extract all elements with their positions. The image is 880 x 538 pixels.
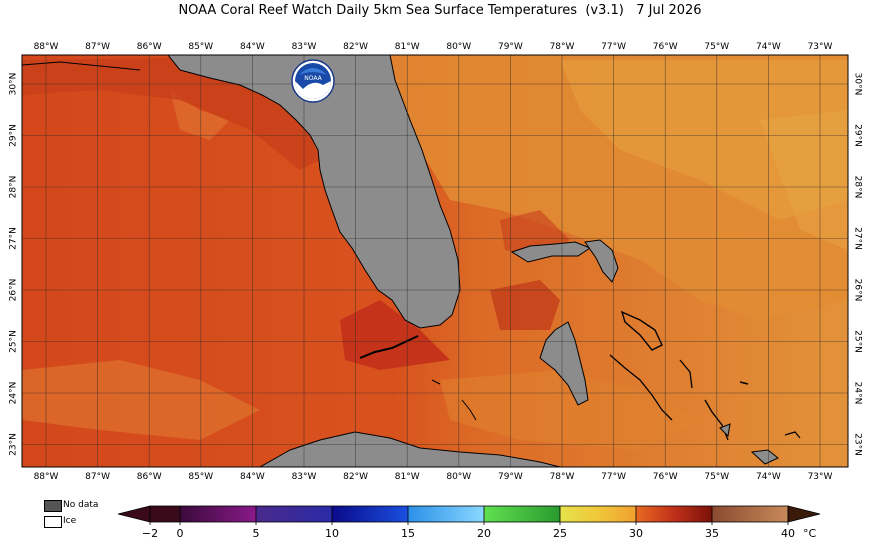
colorbar-tick-label: 20 [477, 527, 491, 538]
colorbar-segment [560, 506, 636, 522]
lat-labels-right: 30°N 29°N 28°N 27°N 26°N 25°N 24°N 23°N [853, 73, 863, 456]
lat-label: 28°N [9, 176, 19, 199]
lat-label: 25°N [853, 330, 863, 353]
lon-label: 73°W [808, 472, 833, 482]
colorbar-unit: °C [803, 527, 817, 538]
lon-label: 73°W [808, 42, 833, 52]
colorbar-tick-label: 5 [253, 527, 260, 538]
colorbar-segment [180, 506, 256, 522]
lat-label: 25°N [9, 330, 19, 353]
lon-label: 82°W [343, 472, 368, 482]
no-data-label: No data [63, 500, 99, 510]
lon-label: 79°W [498, 472, 523, 482]
lon-label: 78°W [550, 472, 575, 482]
lat-label: 29°N [9, 124, 19, 147]
lat-label: 23°N [9, 433, 19, 456]
lat-labels-left: 30°N 29°N 28°N 27°N 26°N 25°N 24°N 23°N [9, 73, 19, 456]
lon-label: 77°W [601, 42, 626, 52]
lon-label: 77°W [601, 472, 626, 482]
ice-label: Ice [63, 516, 77, 526]
colorbar-tick-label: 35 [705, 527, 719, 538]
cuba-land [258, 431, 561, 467]
lat-label: 28°N [853, 176, 863, 199]
lon-label: 84°W [240, 42, 265, 52]
lon-label: 88°W [34, 472, 59, 482]
lon-label: 75°W [704, 472, 729, 482]
lat-label: 24°N [9, 382, 19, 405]
lon-label: 74°W [756, 472, 781, 482]
lon-label: 78°W [550, 42, 575, 52]
colorbar-segment [636, 506, 712, 522]
colorbar-segment [712, 506, 788, 522]
colorbar-tick-label: −2 [142, 527, 158, 538]
lon-label: 74°W [756, 42, 781, 52]
lon-labels-bottom: 88°W 87°W 86°W 85°W 84°W 83°W 82°W 81°W 80°W 79°W… [34, 472, 833, 482]
colorbar-segment [484, 506, 560, 522]
lon-label: 85°W [188, 42, 213, 52]
lon-label: 79°W [498, 42, 523, 52]
colorbar-segment [150, 506, 180, 522]
lat-label: 26°N [853, 279, 863, 302]
lon-label: 86°W [137, 472, 162, 482]
land-mass [22, 55, 801, 467]
lon-label: 80°W [446, 42, 471, 52]
svg-text:NOAA: NOAA [304, 75, 322, 82]
lon-label: 83°W [292, 42, 317, 52]
colorbar-max-extend [787, 505, 821, 523]
lon-label: 84°W [240, 472, 265, 482]
lat-label: 26°N [9, 279, 19, 302]
lat-label: 27°N [853, 227, 863, 250]
lat-label: 24°N [853, 382, 863, 405]
lat-label: 27°N [9, 227, 19, 250]
lon-label: 86°W [137, 42, 162, 52]
lon-label: 87°W [85, 472, 110, 482]
map-title: NOAA Coral Reef Watch Daily 5km Sea Surf… [178, 3, 702, 18]
lat-label: 30°N [9, 73, 19, 96]
lon-label: 76°W [653, 472, 678, 482]
lat-label: 29°N [853, 124, 863, 147]
colorbar-tick-label: 30 [629, 527, 643, 538]
lat-label: 23°N [853, 433, 863, 456]
colorbar-segment [256, 506, 332, 522]
andros-land [539, 321, 589, 406]
lon-label: 81°W [395, 42, 420, 52]
colorbar-tick-label: 25 [553, 527, 567, 538]
lon-label: 76°W [653, 42, 678, 52]
lon-label: 81°W [395, 472, 420, 482]
lon-labels-top: 88°W 87°W 86°W 85°W 84°W 83°W 82°W 81°W 80°W 79°W… [34, 42, 833, 52]
colorbar-tick-label: 15 [401, 527, 415, 538]
lon-label: 88°W [34, 42, 59, 52]
graticule [22, 55, 848, 467]
lon-label: 83°W [292, 472, 317, 482]
colorbar-tick-label: 40 [781, 527, 795, 538]
colorbar-tick-label: 10 [325, 527, 339, 538]
lon-label: 85°W [188, 472, 213, 482]
colorbar-tick-label: 0 [177, 527, 184, 538]
colorbar-min-extend [117, 505, 151, 523]
lat-label: 30°N [853, 73, 863, 96]
map-frame [21, 54, 849, 468]
lon-label: 75°W [704, 42, 729, 52]
lon-label: 87°W [85, 42, 110, 52]
lon-label: 82°W [343, 42, 368, 52]
lon-label: 80°W [446, 472, 471, 482]
noaa-logo: NOAA [291, 59, 335, 103]
no-data-swatch [44, 500, 62, 512]
colorbar-segment [332, 506, 408, 522]
ice-swatch [44, 516, 62, 528]
colorbar: −2 0 5 10 15 20 25 30 35 40 °C [117, 505, 821, 538]
colorbar-segment [408, 506, 484, 522]
